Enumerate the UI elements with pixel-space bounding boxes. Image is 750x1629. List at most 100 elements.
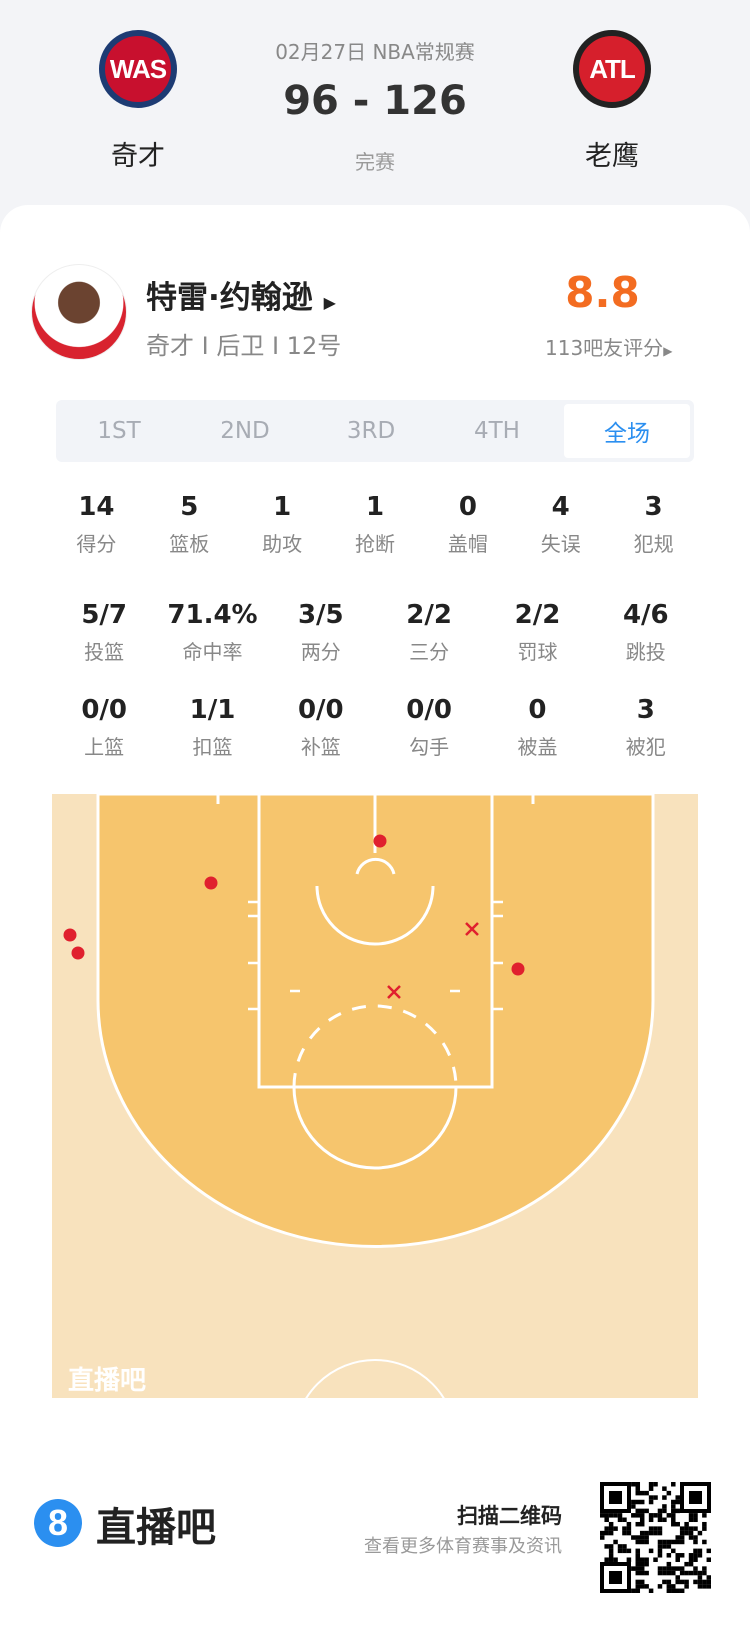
stat-label: 上篮 [84, 735, 125, 759]
game-score: 96 - 126 [283, 78, 467, 124]
stat-cell: 4/6 跳投 [592, 600, 700, 665]
atl-logo: ATL [573, 30, 651, 108]
shot-miss-marker [387, 985, 401, 999]
stat-label: 投篮 [84, 640, 125, 664]
stat-cell: 2/2 三分 [375, 600, 483, 665]
stat-label: 犯规 [633, 532, 674, 556]
paint [257, 794, 494, 1089]
player-rating: 8.8 [565, 268, 640, 317]
stat-value: 4 [551, 492, 570, 522]
stats-row: 0/0 上篮 1/1 扣篮 0/0 补篮 0/0 勾手 0 被盖 3 被犯 [50, 695, 700, 760]
stat-label: 抢断 [355, 532, 395, 556]
stat-label: 命中率 [182, 640, 243, 664]
home-team-name: 奇才 [111, 141, 165, 172]
stat-cell: 0 盖帽 [421, 492, 514, 557]
player-info: 奇才 I 后卫 I 12号 [146, 332, 342, 360]
stat-cell: 0/0 补篮 [267, 695, 375, 760]
stat-value: 14 [78, 492, 115, 522]
stat-value: 3/5 [297, 600, 344, 630]
shot-made-marker [511, 962, 525, 976]
free-throw-circle [292, 1086, 458, 1170]
stat-label: 被盖 [517, 735, 558, 759]
caret-right-icon: ▶ [323, 293, 336, 312]
stat-label: 扣篮 [192, 735, 233, 759]
shot-made-marker [204, 876, 218, 890]
stat-cell: 3/5 两分 [267, 600, 375, 665]
shot-made-marker [71, 946, 85, 960]
game-status: 完赛 [355, 150, 395, 174]
rating-link[interactable]: 113吧友评分▶ [545, 336, 673, 360]
tab-4th[interactable]: 4TH [474, 418, 520, 444]
stat-label: 罚球 [517, 640, 558, 664]
was-logo: WAS [99, 30, 177, 108]
away-team-name: 老鹰 [585, 141, 639, 172]
stat-label: 三分 [409, 640, 450, 664]
tab-2nd[interactable]: 2ND [220, 418, 270, 444]
tab-3rd[interactable]: 3RD [346, 418, 396, 444]
stat-value: 5 [180, 492, 199, 522]
qr-subtitle: 查看更多体育赛事及资讯 [364, 1536, 562, 1557]
stat-value: 3 [644, 492, 663, 522]
stat-value: 2/2 [406, 600, 452, 630]
tab-full-game[interactable]: 全场 [564, 404, 690, 458]
stat-cell: 2/2 罚球 [483, 600, 591, 665]
stat-value: 2/2 [514, 600, 561, 630]
caret-right-icon: ▶ [663, 344, 673, 358]
stat-label: 跳投 [625, 640, 666, 664]
stat-cell: 1/1 扣篮 [158, 695, 266, 760]
stat-cell: 1 抢断 [329, 492, 422, 557]
stat-value: 1/1 [189, 695, 236, 725]
stat-label: 助攻 [262, 532, 303, 556]
stat-cell: 14 得分 [50, 492, 143, 557]
stat-value: 0 [458, 492, 477, 522]
stats-row: 14 得分 5 篮板 1 助攻 1 抢断 0 盖帽 4 失误 3 犯规 [50, 492, 700, 557]
game-date-league: 02月27日 NBA常规赛 [275, 40, 475, 64]
brand-logo-icon: 8 [34, 1499, 82, 1547]
stat-value: 0 [528, 695, 547, 725]
stat-label: 补篮 [300, 735, 341, 759]
brand-name: 直播吧 [96, 1505, 216, 1551]
stat-cell: 5/7 投篮 [50, 600, 158, 665]
stat-label: 失误 [540, 532, 581, 556]
stat-cell: 1 助攻 [236, 492, 329, 557]
center-circle [305, 1359, 445, 1398]
stat-value: 4/6 [622, 600, 669, 630]
stat-cell: 0/0 上篮 [50, 695, 158, 760]
stat-cell: 4 失误 [514, 492, 607, 557]
stat-value: 3 [636, 695, 655, 725]
stat-cell: 0/0 勾手 [375, 695, 483, 760]
stat-label: 两分 [300, 640, 341, 664]
shot-miss-marker [465, 922, 479, 936]
stat-cell: 3 被犯 [592, 695, 700, 760]
period-tabs: 1ST 2ND 3RD 4TH 全场 [56, 400, 694, 462]
stat-label: 篮板 [169, 532, 210, 556]
home-team[interactable]: WAS 奇才 [78, 30, 198, 173]
three-point-line [96, 794, 655, 1248]
stat-value: 71.4% [167, 600, 258, 630]
watermark: 直播吧 [68, 1366, 147, 1396]
shot-made-marker [63, 928, 77, 942]
away-team[interactable]: ATL 老鹰 [552, 30, 672, 173]
shot-made-marker [373, 834, 387, 848]
stat-value: 5/7 [81, 600, 127, 630]
stat-value: 1 [273, 492, 292, 522]
stat-value: 0/0 [297, 695, 344, 725]
stat-label: 勾手 [409, 735, 450, 759]
player-avatar[interactable] [31, 264, 127, 360]
qr-title: 扫描二维码 [457, 1504, 562, 1528]
stat-label: 得分 [76, 532, 117, 556]
hoop [355, 857, 396, 875]
restricted-area [315, 885, 435, 946]
tab-1st[interactable]: 1ST [97, 418, 141, 444]
player-name-link[interactable]: 特雷·约翰逊 ▶ [146, 280, 336, 316]
stats-row: 5/7 投篮 71.4% 命中率 3/5 两分 2/2 三分 2/2 罚球 4/6 跳投 [50, 600, 700, 665]
qr-code[interactable] [600, 1482, 711, 1593]
stat-cell: 0 被盖 [483, 695, 591, 760]
stat-value: 0/0 [406, 695, 452, 725]
stat-label: 盖帽 [447, 532, 488, 556]
stat-cell: 71.4% 命中率 [158, 600, 266, 665]
stat-cell: 3 犯规 [607, 492, 700, 557]
stat-label: 被犯 [625, 735, 666, 759]
stat-value: 0/0 [81, 695, 127, 725]
